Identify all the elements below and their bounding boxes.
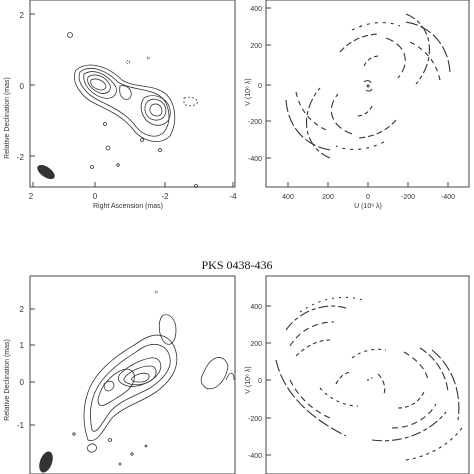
top-right-ytick: -400 [248, 156, 262, 163]
bottom-right-ytick: -400 [248, 453, 262, 460]
bottom-left-contour-panel: 2 1 0 -1 Relative Declination (mas) [4, 275, 236, 474]
top-right-xtick: -200 [401, 194, 415, 201]
bottom-left-beam [39, 451, 53, 473]
bottom-right-ytick: 200 [250, 341, 262, 348]
top-left-ytick: -2 [17, 153, 25, 162]
top-left-ytick: 2 [20, 11, 25, 20]
top-right-uv-panel: 400 200 0 -200 -400 V (10⁶ λ) 400 200 0 … [245, 0, 470, 210]
top-left-xtick: 0 [93, 192, 98, 201]
bottom-left-ytick: 0 [20, 378, 25, 387]
top-left-contours [67, 32, 199, 188]
bottom-right-ytick: 400 [250, 304, 262, 311]
top-right-ytick: -200 [248, 119, 262, 126]
bottom-right-ytick: -200 [248, 416, 262, 423]
bottom-right-uv-panel: 400 200 0 -200 -400 V (10⁶ λ) [245, 275, 470, 474]
top-right-xtick: -400 [441, 194, 455, 201]
bottom-left-ytick: 1 [20, 341, 25, 350]
bottom-right-ytick: 0 [258, 378, 262, 385]
bottom-left-ytick: -1 [17, 421, 25, 430]
top-left-ylabel: Relative Declination (mas) [4, 77, 11, 159]
top-left-xtick: -4 [229, 192, 237, 201]
top-left-xlabel: Right Ascension (mas) [93, 203, 163, 210]
top-left-xtick: -2 [161, 192, 169, 201]
top-right-ytick: 0 [258, 83, 262, 90]
top-right-xlabel: U (10⁶ λ) [354, 203, 382, 210]
top-left-xtick: 2 [29, 192, 34, 201]
bottom-left-ytick: 2 [20, 305, 25, 314]
top-right-xtick: 200 [322, 194, 334, 201]
top-left-contour-panel: 2 0 -2 Relative Declination (mas) 2 0 -2… [4, 0, 237, 210]
top-right-xtick: 0 [366, 194, 370, 201]
top-left-beam [37, 164, 55, 180]
top-left-ytick: 0 [20, 82, 25, 91]
bottom-source-label: PKS 0438-436 [201, 258, 273, 272]
top-right-center-points [363, 80, 373, 92]
top-left-frame [29, 0, 236, 188]
bottom-left-contours [72, 290, 235, 466]
top-right-xtick: 400 [282, 194, 294, 201]
bottom-right-frame [265, 275, 470, 474]
bottom-left-frame [29, 275, 236, 474]
top-right-uv-tracks [285, 13, 451, 159]
bottom-right-center-points [367, 377, 373, 381]
top-right-ytick: 400 [250, 6, 262, 13]
bottom-right-ylabel: V (10⁶ λ) [245, 366, 252, 393]
bottom-left-ylabel: Relative Declination (mas) [4, 339, 11, 421]
top-right-ytick: 200 [250, 43, 262, 50]
bottom-right-uv-tracks [275, 296, 463, 461]
top-right-ylabel: V (10⁶ λ) [245, 78, 252, 105]
